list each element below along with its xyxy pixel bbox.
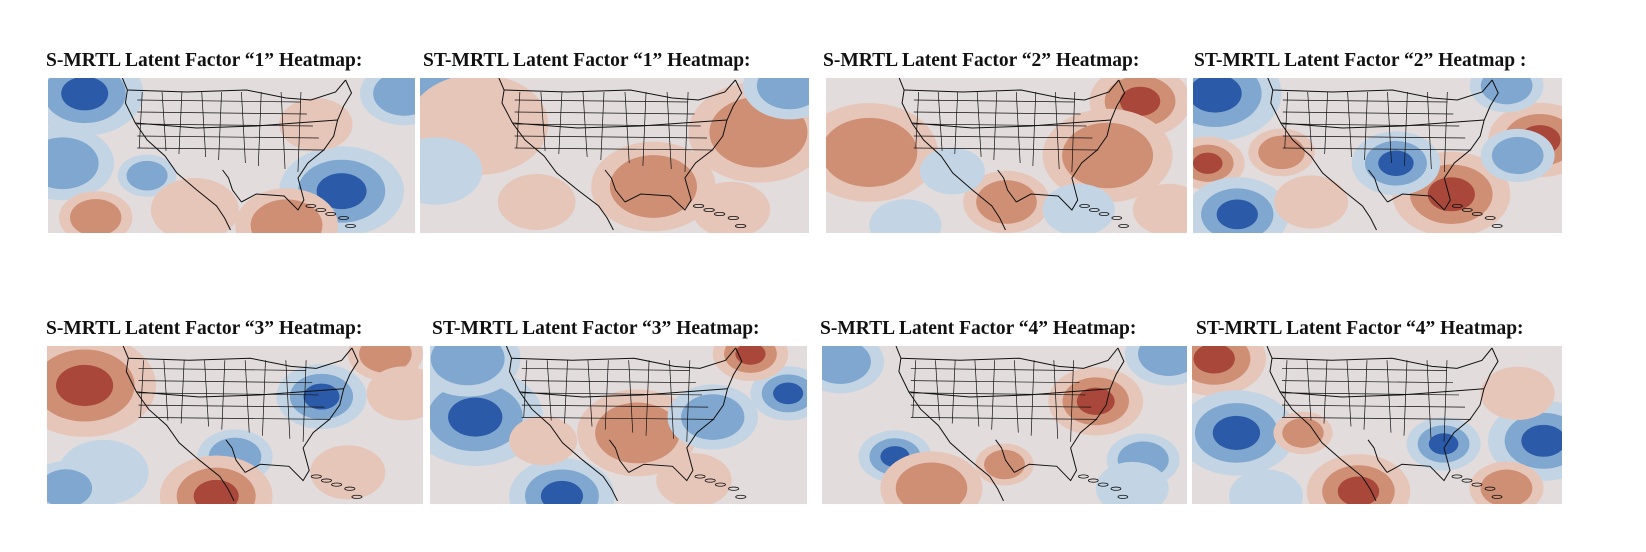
contour-blob <box>692 181 771 233</box>
contour-blob <box>976 180 1037 224</box>
contour-blob <box>735 346 766 365</box>
contour-blob <box>497 173 576 231</box>
contour-blob <box>448 397 503 437</box>
contour-blob <box>895 462 968 504</box>
heatmap-map <box>1193 78 1562 233</box>
contour-blob <box>1193 78 1242 113</box>
contour-blob <box>1378 150 1414 177</box>
coastline-outline <box>895 346 1129 502</box>
contour-blob <box>1337 476 1380 504</box>
contour-fields <box>822 346 1187 504</box>
contour-blob <box>1132 183 1187 233</box>
contour-blob <box>56 364 114 407</box>
contour-blob <box>1274 175 1348 229</box>
contour-blob <box>681 394 745 440</box>
contour-blob <box>656 453 732 504</box>
contour-blob <box>1521 424 1562 457</box>
heatmap-map <box>1192 346 1562 504</box>
contour-blob <box>1193 152 1223 174</box>
contour-blob <box>1216 199 1258 230</box>
contour-blob <box>1491 136 1544 175</box>
panel-title: ST-MRTL Latent Factor “3” Heatmap: <box>432 318 760 339</box>
contour-blob <box>316 173 367 210</box>
contour-blob <box>126 160 168 191</box>
contour-blob <box>1138 346 1187 376</box>
contour-blob <box>1212 415 1261 450</box>
heatmap-map <box>430 346 807 504</box>
panel-title: S-MRTL Latent Factor “2” Heatmap: <box>823 50 1140 71</box>
coastline-outline <box>1266 346 1503 502</box>
contour-blob <box>756 78 809 110</box>
contour-blob <box>822 346 871 384</box>
coastline-outline <box>898 78 1129 231</box>
contour-blob <box>595 402 680 464</box>
contour-blob <box>430 346 505 386</box>
contour-blob <box>47 469 93 504</box>
contour-blob <box>279 98 353 151</box>
heatmap-map <box>47 346 423 504</box>
contour-blob <box>1258 135 1305 170</box>
contour-blob <box>1042 183 1115 233</box>
contour-blob <box>1480 78 1533 105</box>
contour-blob <box>1193 346 1235 374</box>
contour-fields <box>430 346 807 504</box>
contour-blob <box>1062 122 1154 189</box>
contour-blob <box>61 78 109 111</box>
contour-blob <box>826 117 918 187</box>
panel-title: S-MRTL Latent Factor “4” Heatmap: <box>820 318 1137 339</box>
heatmap-map <box>48 78 415 233</box>
contour-blob <box>1095 461 1169 504</box>
contour-blob <box>509 416 578 466</box>
contour-blob <box>1282 417 1324 448</box>
contour-blob <box>1480 366 1555 421</box>
coastline-outline <box>1267 78 1503 231</box>
contour-blob <box>303 383 340 410</box>
coastline-outline <box>121 78 356 231</box>
contour-blob <box>420 137 483 205</box>
heatmap-map <box>826 78 1187 233</box>
contour-blob <box>1427 177 1475 212</box>
contour-blob <box>366 366 423 421</box>
contour-blob <box>1119 86 1161 116</box>
contour-blob <box>359 346 412 373</box>
contour-blob <box>773 382 804 405</box>
contour-fields <box>1193 78 1562 233</box>
contour-fields <box>826 78 1187 233</box>
contour-blob <box>869 199 942 233</box>
contour-blob <box>70 199 122 233</box>
contour-blob <box>984 449 1025 480</box>
panel-title: ST-MRTL Latent Factor “2” Heatmap : <box>1194 50 1527 71</box>
panel-title: S-MRTL Latent Factor “3” Heatmap: <box>46 318 363 339</box>
contour-blob <box>193 479 239 504</box>
contour-blob <box>310 445 386 500</box>
contour-blob <box>250 199 323 233</box>
contour-blob <box>540 480 584 504</box>
contour-blob <box>919 147 985 195</box>
coastline-outline <box>505 346 747 502</box>
panel-title: ST-MRTL Latent Factor “1” Heatmap: <box>423 50 751 71</box>
contour-blob <box>373 78 415 116</box>
contour-blob <box>1076 387 1115 415</box>
contour-blob <box>150 178 239 233</box>
contour-blob <box>609 155 697 218</box>
coastline-outline <box>498 78 747 231</box>
contour-fields <box>420 78 809 233</box>
coastline-outline <box>122 346 363 502</box>
panel-title: ST-MRTL Latent Factor “4” Heatmap: <box>1196 318 1524 339</box>
contour-blob <box>1229 469 1303 504</box>
panel-title: S-MRTL Latent Factor “1” Heatmap: <box>46 50 363 71</box>
contour-blob <box>48 137 99 190</box>
contour-fields <box>47 346 423 504</box>
heatmap-map <box>420 78 809 233</box>
contour-blob <box>1428 433 1459 455</box>
heatmap-map <box>822 346 1187 504</box>
contour-fields <box>48 78 415 233</box>
